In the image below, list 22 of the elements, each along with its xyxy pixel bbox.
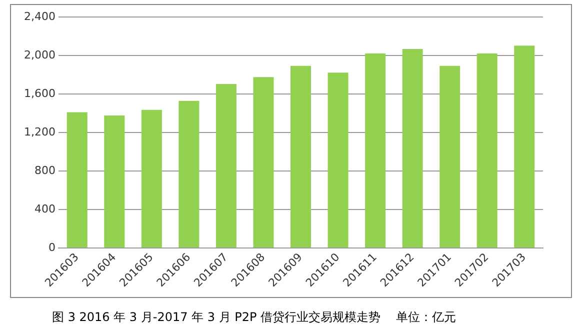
y-tick-label: 1,600 <box>24 86 56 100</box>
bar <box>514 46 535 248</box>
text: 单位：亿元 <box>396 309 456 326</box>
bar <box>365 53 386 248</box>
bar <box>216 84 236 248</box>
bar <box>178 100 200 248</box>
y-tick-label: 400 <box>34 202 56 216</box>
bar <box>253 77 274 248</box>
bar <box>440 66 460 248</box>
y-tick-label: 1,200 <box>24 125 56 138</box>
y-tick-label: 800 <box>34 164 56 177</box>
bar <box>476 53 498 248</box>
bar <box>402 48 423 248</box>
y-tick-label: 0 <box>48 240 56 254</box>
y-tick-label: 2,400 <box>24 10 56 23</box>
caption: 图 3 2016 年 3 月-2017 年 3 月 P2P 借贷行业交易规模走势 <box>52 309 381 326</box>
bar <box>141 110 162 248</box>
bar <box>66 112 88 248</box>
bar <box>328 72 348 248</box>
bar <box>104 116 125 248</box>
bar <box>290 66 311 248</box>
y-tick-label: 2,000 <box>24 48 56 62</box>
